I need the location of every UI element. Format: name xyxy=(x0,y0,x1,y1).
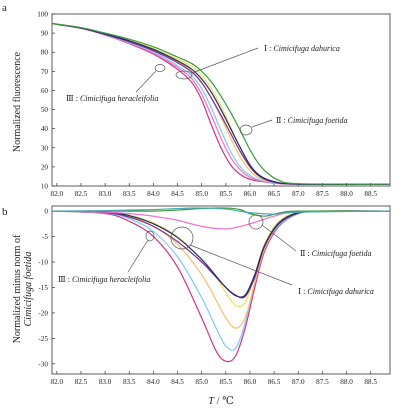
panel-b-y-tick-label: 0 xyxy=(44,208,48,216)
panel-a-x-tick-label: 85.0 xyxy=(195,190,208,198)
panel-a-x-tick-label: 83.5 xyxy=(123,190,136,198)
panel-a-label: a xyxy=(2,2,7,14)
panel-b-y-tick-label: -20 xyxy=(38,309,48,317)
panel-b-y-tick-label: -5 xyxy=(42,233,48,241)
panel-a-x-tick-label: 83.0 xyxy=(99,190,112,198)
panel-a-ylabel: Normalized fluorescence xyxy=(12,51,23,152)
panel-b-ann-circle-1 xyxy=(170,226,194,250)
panel-b-label: b xyxy=(2,206,8,218)
panel-b-x-tick-label: 83.5 xyxy=(123,378,136,386)
panel-b-series-line-9 xyxy=(51,207,391,215)
panel-a-ann-leader-3 xyxy=(135,70,157,93)
panel-a-x-tick-label: 86.5 xyxy=(268,190,281,198)
panel-b-x-tick-label: 82.0 xyxy=(51,378,64,386)
panel-b-x-tick-label: 88.0 xyxy=(340,378,353,386)
panel-b-x-tick-label: 85.5 xyxy=(220,378,233,386)
panel-b-x-tick-label: 83.0 xyxy=(99,378,112,386)
panel-b-ann-leader-3 xyxy=(127,239,149,273)
panel-a-x-tick-label: 88.0 xyxy=(340,190,353,198)
panel-b-x-tick-label: 82.5 xyxy=(75,378,88,386)
panel-a-x-tick-label: 87.5 xyxy=(316,190,329,198)
panel-a-plot-frame xyxy=(51,13,391,187)
panel-a-y-tick-label: 40 xyxy=(41,125,49,133)
panel-b-x-tick-label: 88.5 xyxy=(364,378,377,386)
panel-a-x-tick-label: 82.0 xyxy=(51,190,64,198)
panel-a-x-tick-label: 84.0 xyxy=(147,190,160,198)
panel-b-y-tick-label: -10 xyxy=(38,259,48,267)
panel-b: b Normalized minus norm of Cimicifuga fo… xyxy=(2,205,391,386)
panel-b-y-tick-label: -30 xyxy=(38,360,48,368)
panel-a-x-tick-label: 86.0 xyxy=(244,190,257,198)
panel-b-x-tick-label: 86.5 xyxy=(268,378,281,386)
panel-b-ann-label-1: Ⅰ : Cimicifuga dahurica xyxy=(298,287,374,296)
panel-a-ann-label-1: Ⅰ : Cimicifuga dahurica xyxy=(264,44,340,53)
panel-b-ann-leader-1 xyxy=(189,244,293,286)
panel-a: a Normalized fluorescence 82.0 82.5 83.0 83… xyxy=(2,2,391,199)
panel-b-y-tick-label: -15 xyxy=(38,284,48,292)
panel-a-x-tick-label: 88.5 xyxy=(364,190,377,198)
panel-a-ticks: 82.0 82.5 83.0 83.5 84.0 84.5 85.0 85.5 86.0 86.5… xyxy=(37,11,377,199)
panel-b-ylabel-line1: Normalized minus norm of xyxy=(12,234,23,343)
panel-b-ann-label-2: Ⅱ : Cimicifuga foetida xyxy=(300,249,371,258)
panel-b-series-line-8 xyxy=(52,207,391,217)
panel-a-series-line-6 xyxy=(51,22,391,185)
panel-b-series-line-2 xyxy=(51,210,391,351)
panel-b-annotations: Ⅰ : Cimicifuga dahurica Ⅱ : Cimicifuga f… xyxy=(58,214,374,296)
panel-b-ann-circle-3 xyxy=(145,230,155,242)
panel-a-x-tick-label: 85.5 xyxy=(220,190,233,198)
panel-a-ann-circle-3 xyxy=(154,64,166,72)
panel-b-plot-frame xyxy=(51,205,391,375)
panel-a-y-tick-label: 90 xyxy=(41,30,49,38)
panel-b-ticks: 82.0 82.5 83.0 83.5 84.0 84.5 85.0 85.5 86.0 86.5… xyxy=(38,208,377,386)
panel-a-x-tick-label: 82.5 xyxy=(75,190,88,198)
panel-a-y-tick-label: 60 xyxy=(41,87,49,95)
panel-a-x-tick-label: 87.0 xyxy=(292,190,305,198)
panel-a-ann-circle-2 xyxy=(239,124,253,136)
panel-b-ann-circle-2 xyxy=(248,214,264,230)
panel-b-ann-leader-2 xyxy=(261,224,297,252)
panel-a-ann-circle-1 xyxy=(175,70,193,80)
panel-b-x-tick-label: 84.5 xyxy=(171,378,184,386)
panel-b-x-tick-label: 87.0 xyxy=(292,378,305,386)
panel-a-y-tick-label: 100 xyxy=(37,11,48,19)
panel-a-series-group xyxy=(51,22,391,185)
panel-a-ann-label-2: Ⅱ : Cimicifuga foetida xyxy=(276,116,347,125)
panel-a-series-line-2 xyxy=(51,22,391,185)
panel-b-y-tick-label: -25 xyxy=(38,335,48,343)
panel-a-ann-leader-2 xyxy=(251,119,273,128)
x-axis-title: T / ℃ xyxy=(208,396,234,407)
panel-a-ann-leader-1 xyxy=(191,47,259,74)
panel-b-x-tick-label: 84.0 xyxy=(147,378,160,386)
panel-b-series-group xyxy=(51,207,391,363)
panel-a-y-tick-label: 80 xyxy=(41,49,49,57)
panel-a-x-tick-label: 84.5 xyxy=(171,190,184,198)
panel-b-series-line-6 xyxy=(51,210,391,298)
panel-b-x-tick-label: 86.0 xyxy=(244,378,257,386)
panel-b-ann-label-3: Ⅲ : Cimicifuga heracleifolia xyxy=(58,275,150,284)
panel-a-series-line-8 xyxy=(51,22,391,185)
panel-b-x-tick-label: 87.5 xyxy=(316,378,329,386)
panel-a-y-tick-label: 30 xyxy=(41,144,49,152)
panel-a-y-tick-label: 20 xyxy=(41,163,49,171)
panel-a-y-tick-label: 70 xyxy=(41,68,49,76)
panel-b-ylabel-line2: Cimicifuga foetida xyxy=(23,252,34,327)
panel-a-annotations: Ⅰ : Cimicifuga dahurica Ⅱ : Cimicifuga f… xyxy=(66,44,347,136)
panel-a-ann-label-3: Ⅲ : Cimicifuga heracleifolia xyxy=(66,94,158,103)
panel-b-x-tick-label: 85.0 xyxy=(195,378,208,386)
panel-a-series-line-7 xyxy=(51,22,391,185)
panel-a-y-tick-label: 50 xyxy=(41,106,49,114)
panel-a-y-tick-label: 10 xyxy=(41,183,49,191)
